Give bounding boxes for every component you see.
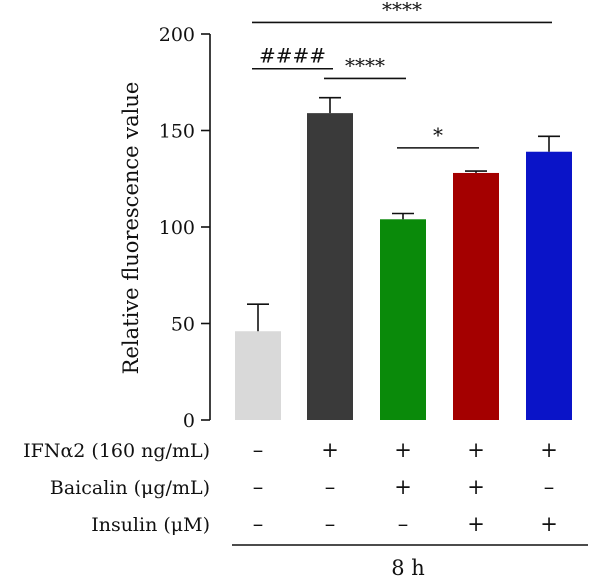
- treatment-row-label: Insulin (μM): [91, 514, 210, 536]
- y-axis-title: Relative fluorescence value: [119, 82, 143, 375]
- treatment-sign: –: [325, 512, 336, 536]
- error-bars: [247, 96, 560, 332]
- treatment-row-label: IFNα2 (160 ng/mL): [23, 440, 210, 462]
- significance-brackets: #### *********: [252, 0, 552, 149]
- treatment-sign: +: [540, 438, 558, 462]
- treatment-sign: +: [394, 438, 412, 462]
- treatment-sign: –: [325, 475, 336, 499]
- y-tick-label: 0: [183, 410, 195, 432]
- treatment-sign: –: [253, 438, 264, 462]
- bar: [307, 113, 353, 420]
- y-tick-label: 150: [159, 121, 195, 143]
- treatment-sign: +: [467, 512, 485, 536]
- treatment-sign: +: [467, 475, 485, 499]
- y-axis: 0 50 100 150 200: [159, 24, 211, 432]
- treatment-table: IFNα2 (160 ng/mL) – + + + + Baicalin (μg/mL) – –…: [23, 438, 558, 536]
- bar: [380, 219, 426, 420]
- bars: [235, 113, 572, 421]
- significance-label: ####: [259, 44, 326, 68]
- y-tick-label: 100: [159, 217, 195, 239]
- bar: [526, 151, 572, 421]
- treatment-sign: –: [253, 475, 264, 499]
- treatment-sign: +: [540, 512, 558, 536]
- treatment-row-label: Baicalin (μg/mL): [50, 477, 210, 499]
- bar: [453, 172, 499, 420]
- y-tick-label: 50: [171, 314, 195, 336]
- significance-label: ****: [382, 0, 422, 21]
- significance-label: ****: [345, 53, 385, 77]
- treatment-sign: –: [253, 512, 264, 536]
- significance-label: *: [433, 123, 443, 147]
- treatment-sign: –: [544, 475, 555, 499]
- y-tick-label: 200: [159, 24, 195, 46]
- bar: [235, 331, 281, 420]
- treatment-sign: +: [467, 438, 485, 462]
- treatment-sign: –: [398, 512, 409, 536]
- timepoint-label: 8 h: [391, 556, 425, 579]
- treatment-sign: +: [394, 475, 412, 499]
- treatment-sign: +: [321, 438, 339, 462]
